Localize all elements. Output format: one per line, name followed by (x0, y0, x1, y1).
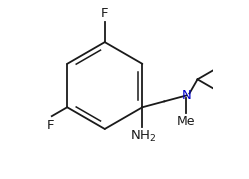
Text: F: F (101, 7, 109, 20)
Text: F: F (47, 119, 55, 132)
Text: Me: Me (177, 115, 195, 128)
Text: NH$_2$: NH$_2$ (130, 129, 157, 144)
Text: N: N (181, 89, 191, 102)
